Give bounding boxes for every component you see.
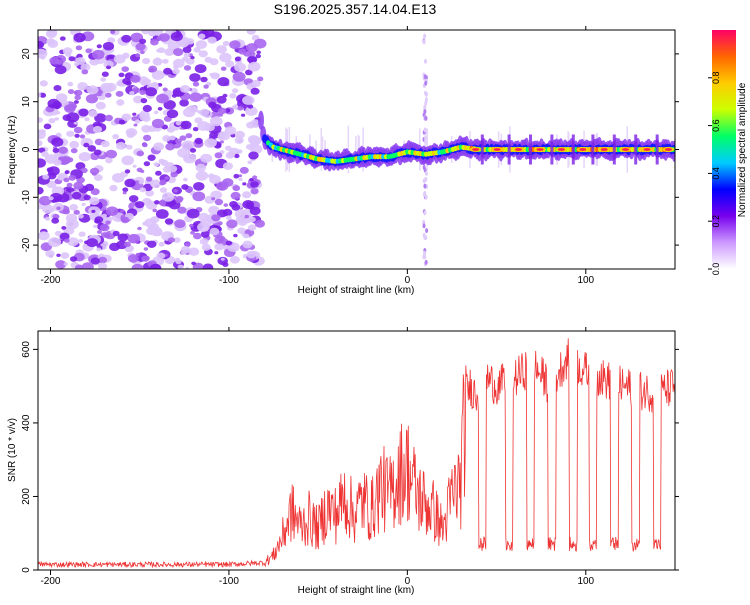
y-tick-label: 0	[21, 567, 32, 573]
snr-x-label: Height of straight line (km)	[298, 585, 415, 596]
colorbar-tick-label: 0.0	[711, 263, 721, 276]
x-tick-label: -200	[40, 576, 60, 587]
x-tick-label: -200	[40, 275, 60, 286]
x-tick-label: 0	[405, 576, 411, 587]
y-tick-label: -10	[21, 190, 32, 205]
spectrogram-y-label: Frequency (Hz)	[7, 116, 18, 185]
spectrogram-content	[38, 30, 675, 269]
spectrogram-x-label: Height of straight line (km)	[298, 285, 415, 296]
x-tick-label: -100	[219, 576, 239, 587]
x-tick-label: 100	[577, 275, 594, 286]
figure-title: S196.2025.357.14.04.E13	[274, 1, 437, 17]
snr-y-ticks: 0 200 400 600	[21, 341, 679, 573]
y-tick-label: 0	[21, 146, 32, 152]
x-tick-label: 0	[405, 275, 411, 286]
colorbar-gradient	[712, 30, 736, 269]
x-tick-label: 100	[577, 576, 594, 587]
spectrogram-signal-track	[258, 110, 675, 172]
colorbar-tick-label: 0.8	[711, 72, 721, 85]
colorbar-tick-label: 0.4	[711, 167, 721, 180]
snr-y-label: SNR (10 * v/v)	[7, 418, 18, 482]
y-tick-label: -20	[21, 237, 32, 252]
x-tick-label: -100	[219, 275, 239, 286]
colorbar: 0.0 0.2 0.4 0.6 0.8 Normalized spectral ampl…	[708, 30, 748, 275]
colorbar-label: Normalized spectral amplitude	[737, 82, 748, 217]
snr-content	[38, 338, 675, 569]
snr-panel: -200 -100 0 100 0 200 400 600 Height of straig…	[7, 327, 679, 596]
spectrogram-y-ticks: -20 -10 0 10 20	[21, 48, 679, 252]
snr-frame	[37, 330, 676, 571]
y-tick-label: 600	[21, 341, 32, 358]
snr-series-line	[38, 338, 675, 569]
colorbar-tick-label: 0.6	[711, 119, 721, 132]
spectrogram-x-ticks: -200 -100 0 100	[40, 26, 595, 286]
y-tick-label: 400	[21, 414, 32, 431]
y-tick-label: 200	[21, 488, 32, 505]
colorbar-ticks: 0.0 0.2 0.4 0.6 0.8	[708, 72, 721, 276]
snr-x-ticks: -200 -100 0 100	[40, 327, 595, 587]
y-tick-label: 10	[21, 96, 32, 108]
colorbar-tick-label: 0.2	[711, 215, 721, 228]
spectrogram-noise-speckle	[38, 30, 267, 269]
y-tick-label: 20	[21, 48, 32, 60]
